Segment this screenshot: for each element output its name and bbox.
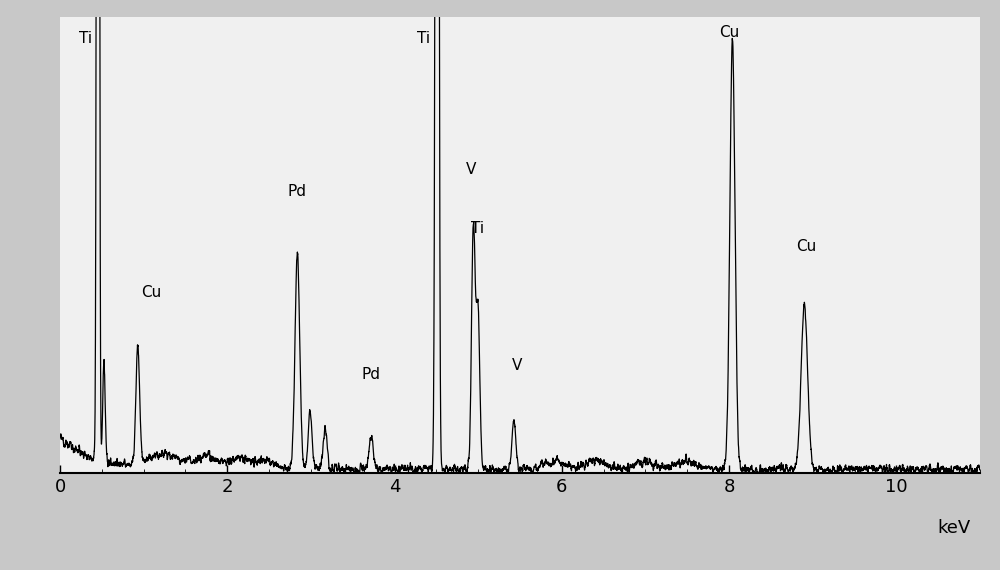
Text: Cu: Cu <box>719 25 739 40</box>
Text: Ti: Ti <box>417 31 430 46</box>
Text: Pd: Pd <box>287 185 306 200</box>
Text: V: V <box>512 358 522 373</box>
Text: Cu: Cu <box>796 239 816 254</box>
Text: Ti: Ti <box>471 221 485 236</box>
Text: Pd: Pd <box>361 367 380 382</box>
Text: Ti: Ti <box>79 31 92 46</box>
Text: V: V <box>466 162 476 177</box>
Text: Cu: Cu <box>141 285 161 300</box>
Text: keV: keV <box>938 519 971 537</box>
